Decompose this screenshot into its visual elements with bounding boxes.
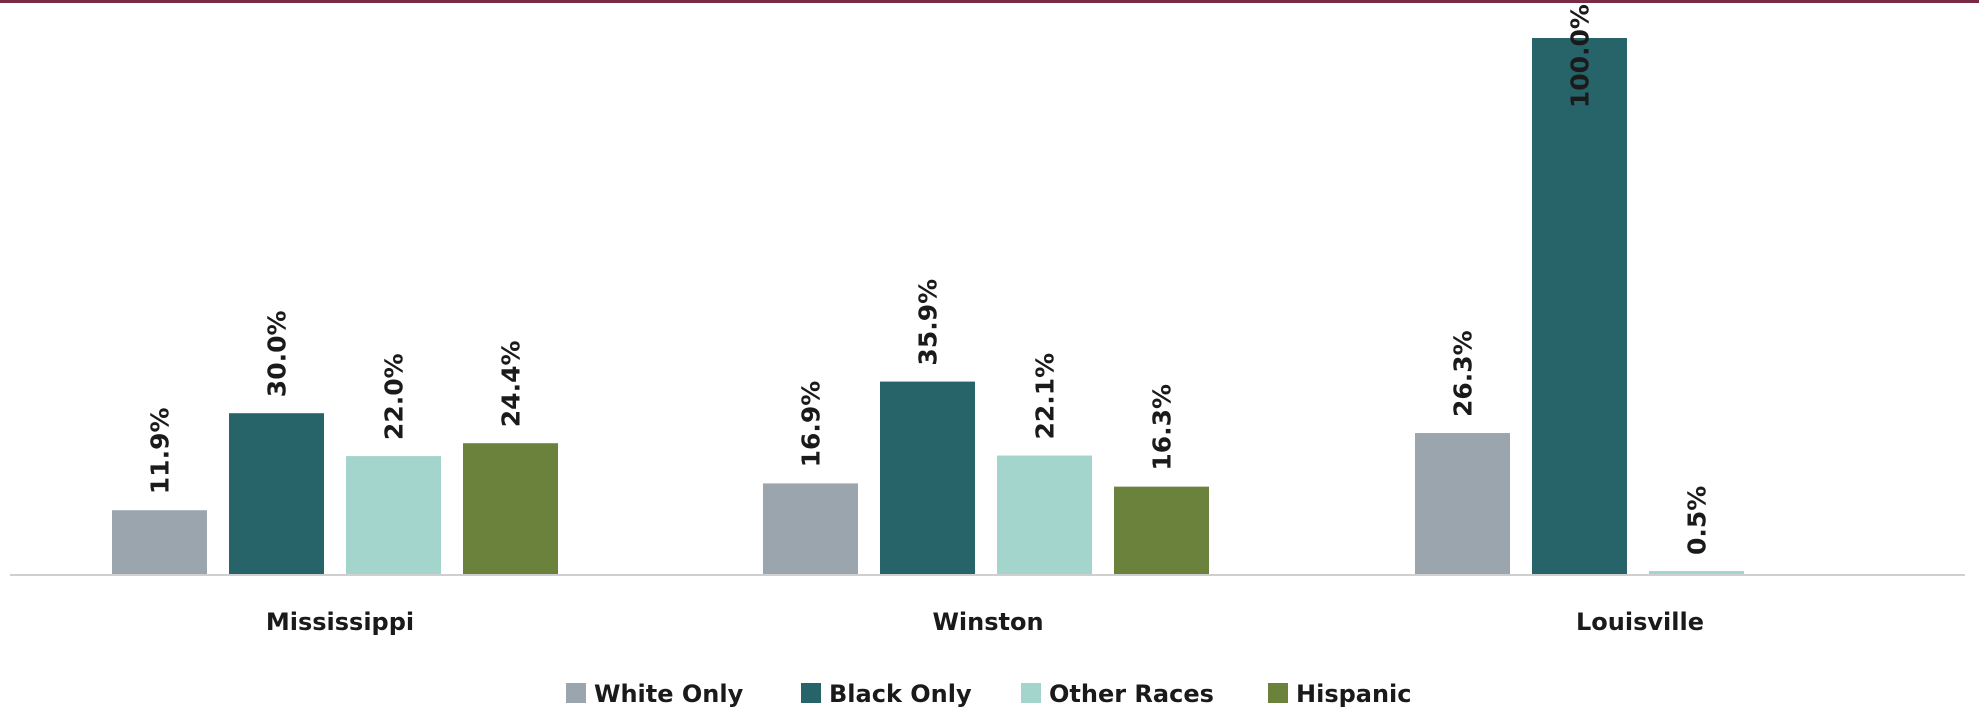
data-label-mississippi-black-only: 30.0% xyxy=(263,310,292,397)
data-label-winston-white-only: 16.9% xyxy=(797,381,826,468)
legend-item-hispanic: Hispanic xyxy=(1268,680,1412,708)
legend-label-other-races: Other Races xyxy=(1049,680,1214,708)
data-label-louisville-white-only: 26.3% xyxy=(1449,330,1478,417)
data-label-winston-black-only: 35.9% xyxy=(914,279,943,366)
legend-swatch-white-only xyxy=(566,683,586,703)
data-label-mississippi-other-races: 22.0% xyxy=(380,353,409,440)
data-label-louisville-black-only: 100.0% xyxy=(1566,4,1595,108)
legend-label-hispanic: Hispanic xyxy=(1296,680,1412,708)
bar-mississippi-hispanic xyxy=(463,443,558,574)
legend-swatch-other-races xyxy=(1021,683,1041,703)
data-label-mississippi-hispanic: 24.4% xyxy=(497,340,526,427)
legend-item-white-only: White Only xyxy=(566,680,744,708)
category-label-winston: Winston xyxy=(932,608,1043,636)
legend-swatch-hispanic xyxy=(1268,683,1288,703)
data-label-winston-other-races: 22.1% xyxy=(1031,353,1060,440)
top-rule xyxy=(0,0,1979,3)
data-label-mississippi-white-only: 11.9% xyxy=(146,407,175,494)
legend: White Only Black Only Other Races Hispanic xyxy=(566,680,1412,708)
category-label-louisville: Louisville xyxy=(1576,608,1704,636)
bar-winston-other-races xyxy=(997,455,1092,574)
data-label-louisville-other-races: 0.5% xyxy=(1683,486,1712,555)
legend-swatch-black-only xyxy=(801,683,821,703)
bar-louisville-white-only xyxy=(1415,433,1510,574)
bar-mississippi-other-races xyxy=(346,456,441,574)
bar-winston-white-only xyxy=(763,483,858,574)
bar-louisville-black-only xyxy=(1532,38,1627,574)
category-labels-group: Mississippi Winston Louisville xyxy=(266,608,1704,636)
bars-group xyxy=(112,38,1744,574)
bar-winston-black-only xyxy=(880,381,975,574)
legend-label-black-only: Black Only xyxy=(829,680,972,708)
legend-label-white-only: White Only xyxy=(594,680,744,708)
category-label-mississippi: Mississippi xyxy=(266,608,414,636)
legend-item-black-only: Black Only xyxy=(801,680,972,708)
bar-mississippi-black-only xyxy=(229,413,324,574)
bar-winston-hispanic xyxy=(1114,486,1209,574)
data-label-winston-hispanic: 16.3% xyxy=(1148,384,1177,471)
legend-item-other-races: Other Races xyxy=(1021,680,1214,708)
bar-mississippi-white-only xyxy=(112,510,207,574)
data-labels-group: 11.9% 16.9% 26.3% 30.0% 35.9% 100.0% 22.0% 22.1… xyxy=(146,4,1712,555)
bar-louisville-other-races xyxy=(1649,571,1744,574)
